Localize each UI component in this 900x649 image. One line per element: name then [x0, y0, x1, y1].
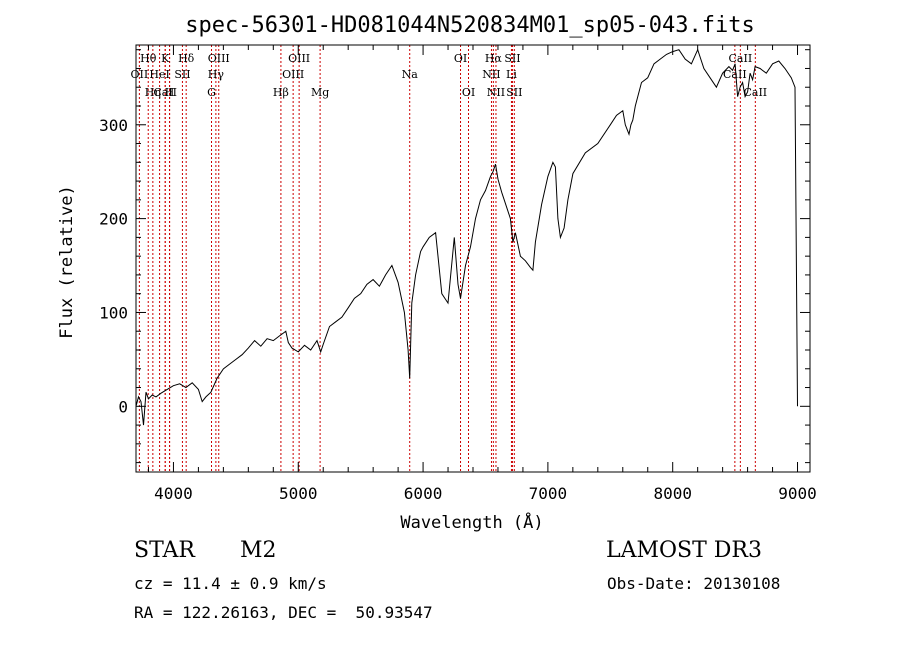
axes-ticks: 4000 5000 6000 7000 8000 9000 0 100 200 300 — [99, 45, 817, 503]
y-tick-label: 100 — [99, 303, 128, 322]
x-axis-label: Wavelength (Å) — [400, 511, 543, 533]
line-label: SII — [506, 86, 522, 99]
y-axis-label: Flux (relative) — [57, 185, 77, 339]
line-label: CaII — [723, 68, 747, 81]
redshift-readout: cz = 11.4 ± 0.9 km/s — [134, 574, 327, 593]
line-label: HeI — [149, 68, 169, 81]
line-label: Hβ — [273, 86, 289, 99]
line-label: G — [207, 86, 216, 99]
x-tick-label: 4000 — [154, 484, 193, 503]
line-label: CaII — [743, 86, 767, 99]
y-tick-label: 200 — [99, 210, 128, 229]
line-label: Mg — [311, 86, 329, 99]
line-label: Na — [402, 68, 419, 81]
spectrum-series-line — [135, 48, 798, 426]
object-subclass: M2 — [240, 538, 277, 563]
y-tick-label: 300 — [99, 116, 128, 135]
line-label: NII — [487, 86, 505, 99]
line-label: Li — [506, 68, 517, 81]
chart-title: spec-56301-HD081044N520834M01_sp05-043.f… — [185, 13, 755, 38]
line-label: Hθ — [140, 52, 157, 65]
line-label: OI — [454, 52, 467, 65]
line-label: K — [161, 52, 170, 65]
line-label: OII — [131, 68, 149, 81]
x-tick-label: 7000 — [529, 484, 568, 503]
survey-name: LAMOST DR3 — [606, 538, 762, 563]
line-label: OIII — [288, 52, 310, 65]
line-label: NII — [482, 68, 500, 81]
line-label: H — [165, 86, 175, 99]
observation-date: Obs-Date: 20130108 — [607, 574, 781, 593]
x-tick-label: 6000 — [404, 484, 443, 503]
x-tick-label: 8000 — [653, 484, 692, 503]
line-label: Hα — [485, 52, 503, 65]
line-label: Hγ — [208, 68, 225, 81]
line-label: Hδ — [178, 52, 195, 65]
line-label: SII — [174, 68, 190, 81]
line-label: SII — [504, 52, 520, 65]
line-label: OIII — [282, 68, 304, 81]
y-tick-label: 0 — [118, 397, 128, 416]
x-tick-label: 9000 — [778, 484, 817, 503]
coordinates-readout: RA = 122.26163, DEC = 50.93547 — [134, 603, 433, 622]
line-label: Hη — [145, 86, 161, 99]
line-label: OI — [462, 86, 475, 99]
x-tick-label: 5000 — [279, 484, 318, 503]
line-label: CaII — [153, 86, 177, 99]
spectral-lines-layer — [138, 45, 756, 472]
object-class: STAR — [134, 538, 195, 563]
plot-frame — [135, 44, 811, 473]
line-label: CaII — [729, 52, 753, 65]
line-label: OIII — [208, 52, 230, 65]
